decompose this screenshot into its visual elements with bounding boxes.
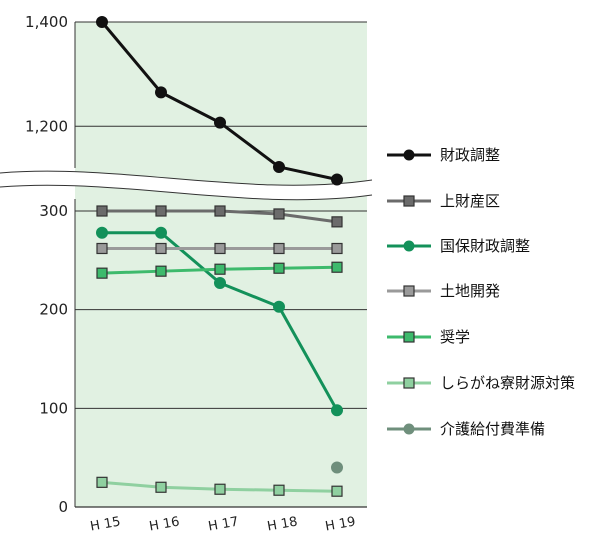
y-tick-label: 100 bbox=[39, 399, 68, 417]
data-point bbox=[273, 484, 285, 496]
data-point bbox=[273, 208, 285, 220]
data-point bbox=[96, 476, 108, 488]
data-point bbox=[331, 173, 343, 186]
legend-label: 上財産区 bbox=[440, 192, 500, 210]
y-tick-label: 200 bbox=[39, 301, 68, 319]
data-point bbox=[155, 205, 167, 217]
data-point bbox=[214, 483, 226, 495]
data-point bbox=[214, 116, 226, 129]
data-point bbox=[214, 205, 226, 217]
legend-label: 国保財政調整 bbox=[440, 237, 530, 255]
data-point bbox=[155, 265, 167, 277]
data-point bbox=[96, 16, 108, 28]
legend-marker bbox=[403, 195, 415, 207]
data-point bbox=[155, 242, 167, 255]
series-group bbox=[96, 16, 343, 497]
legend-marker bbox=[403, 240, 415, 252]
legend-label: 財政調整 bbox=[440, 146, 500, 164]
x-tick-label: H 16 bbox=[148, 515, 181, 535]
data-point bbox=[331, 216, 343, 228]
data-point bbox=[96, 226, 108, 239]
axis-break-line-top bbox=[0, 170, 373, 186]
data-point bbox=[214, 277, 226, 290]
y-tick-label: 300 bbox=[39, 202, 68, 220]
data-point bbox=[96, 242, 108, 255]
data-point bbox=[96, 267, 108, 279]
x-tick-label: H 18 bbox=[266, 515, 299, 535]
legend-label: 奨学 bbox=[440, 328, 470, 346]
data-point bbox=[273, 300, 285, 313]
data-point bbox=[331, 485, 343, 497]
data-point bbox=[155, 481, 167, 493]
data-point bbox=[331, 461, 343, 474]
axis-ticks: 1,400 1,200 300 200 100 0 H 15 H 16 H 17 H 18 H 19 bbox=[25, 13, 357, 535]
axis-break-line-bottom bbox=[0, 184, 373, 201]
legend-marker bbox=[403, 423, 415, 435]
y-tick-label: 1,400 bbox=[25, 13, 68, 31]
axis-break bbox=[0, 171, 372, 200]
x-tick-label: H 15 bbox=[89, 515, 122, 535]
y-tick-label: 0 bbox=[58, 498, 68, 516]
x-tick-label: H 19 bbox=[324, 515, 357, 535]
data-point bbox=[331, 261, 343, 273]
legend-marker bbox=[403, 149, 415, 161]
data-point bbox=[214, 242, 226, 255]
data-point bbox=[273, 160, 285, 173]
data-point bbox=[96, 205, 108, 217]
data-point bbox=[155, 226, 167, 239]
legend-label: しらがね寮財源対策 bbox=[440, 374, 575, 392]
y-tick-label: 1,200 bbox=[25, 117, 68, 135]
data-point bbox=[273, 242, 285, 255]
legend-marker bbox=[403, 377, 415, 389]
legend-marker bbox=[403, 285, 415, 297]
data-point bbox=[273, 262, 285, 274]
x-tick-label: H 17 bbox=[207, 515, 240, 535]
data-point bbox=[331, 404, 343, 417]
legend-marker bbox=[403, 331, 415, 343]
data-point bbox=[155, 86, 167, 99]
data-point bbox=[331, 242, 343, 255]
data-point bbox=[214, 263, 226, 275]
legend-label: 土地開発 bbox=[440, 282, 500, 300]
legend-label: 介護給付費準備 bbox=[440, 420, 545, 438]
